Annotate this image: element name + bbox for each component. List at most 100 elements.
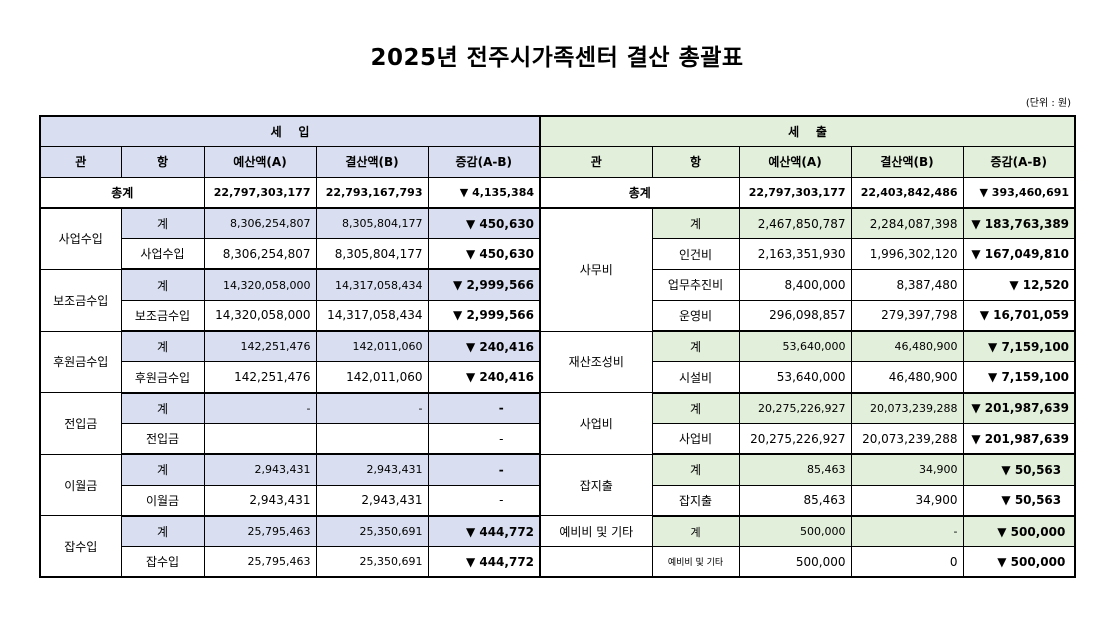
expense-budget: 2,467,850,787 bbox=[738, 207, 852, 240]
column-header-row: 관 항 예산액(A) 결산액(B) 증감(A-B) 관 항 예산액(A) 결산액… bbox=[39, 146, 1076, 178]
expense-budget: 85,463 bbox=[738, 453, 852, 486]
expense-col-hang: 항 bbox=[651, 146, 740, 178]
income-budget: 25,795,463 bbox=[203, 515, 317, 548]
total-row: 총계 22,797,303,177 22,793,167,793 ▼ 4,135… bbox=[39, 176, 1076, 209]
expense-settled: - bbox=[850, 515, 964, 548]
income-col-diff: 증감(A-B) bbox=[427, 146, 541, 178]
income-settled: 8,305,804,177 bbox=[315, 238, 429, 271]
income-settled: 142,011,060 bbox=[315, 361, 429, 394]
income-total-settled: 22,793,167,793 bbox=[315, 176, 429, 209]
income-diff: ▼ 444,772 bbox=[427, 546, 541, 578]
expense-total-diff: ▼ 393,460,691 bbox=[962, 176, 1076, 209]
income-hang: 계 bbox=[120, 453, 205, 486]
income-gwan: 사업수입 bbox=[39, 207, 122, 270]
table-row: 잡수입 계 25,795,463 25,350,691 ▼ 444,772 예비… bbox=[39, 515, 1076, 578]
income-settled: 25,350,691 bbox=[315, 515, 429, 548]
expense-col-diff: 증감(A-B) bbox=[962, 146, 1076, 178]
table-row: 후원금수입 142,251,476 142,011,060 ▼ 240,416 … bbox=[40, 361, 1076, 394]
expense-col-budget: 예산액(A) bbox=[738, 146, 852, 178]
expense-settled: 46,480,900 bbox=[850, 361, 964, 394]
income-gwan: 후원금수입 bbox=[39, 330, 122, 394]
expense-hang: 계 bbox=[651, 207, 740, 240]
expense-settled: 46,480,900 bbox=[850, 330, 964, 363]
expense-gwan: 재산조성비 bbox=[539, 330, 653, 394]
expense-budget: 20,275,226,927 bbox=[738, 422, 852, 456]
table-row: 사업수입 8,306,254,807 8,305,804,177 ▼ 450,6… bbox=[40, 238, 1076, 271]
income-hang: 계 bbox=[120, 330, 205, 363]
income-settled: 14,317,058,434 bbox=[315, 299, 429, 333]
income-gwan: 전입금 bbox=[39, 392, 122, 455]
expense-hang: 계 bbox=[651, 330, 740, 363]
expense-settled: 2,284,087,398 bbox=[850, 207, 964, 240]
expense-hang: 계 bbox=[651, 453, 740, 486]
section-header-row: 세 입 세 출 bbox=[39, 115, 1076, 148]
expense-settled: 20,073,239,288 bbox=[850, 422, 964, 456]
income-hang: 계 bbox=[120, 392, 205, 424]
income-total-diff: ▼ 4,135,384 bbox=[427, 176, 541, 209]
expense-gwan bbox=[539, 546, 653, 578]
income-budget: - bbox=[203, 392, 317, 424]
income-diff: ▼ 2,999,566 bbox=[427, 268, 541, 301]
expense-budget: 53,640,000 bbox=[738, 330, 852, 363]
income-settled: 2,943,431 bbox=[315, 453, 429, 486]
expense-budget: 2,163,351,930 bbox=[738, 238, 852, 270]
expense-diff: ▼ 167,049,810 bbox=[962, 238, 1076, 270]
income-gwan: 이월금 bbox=[39, 453, 122, 517]
expense-settled: 1,996,302,120 bbox=[850, 238, 964, 270]
income-hang: 잡수입 bbox=[120, 546, 205, 578]
income-col-hang: 항 bbox=[120, 146, 205, 178]
expense-diff: ▼ 50,563 bbox=[962, 453, 1076, 486]
expense-diff: ▼ 201,987,639 bbox=[962, 422, 1076, 456]
summary-table: 세 입 세 출 관 항 예산액(A) 결산액(B) 증감(A-B) 관 항 예산… bbox=[39, 115, 1077, 579]
page-title: 2025년 전주시가족센터 결산 총괄표 bbox=[370, 45, 744, 71]
income-settled: - bbox=[315, 392, 429, 424]
income-settled: 14,317,058,434 bbox=[315, 268, 429, 301]
expense-budget: 500,000 bbox=[738, 546, 852, 578]
income-diff: - bbox=[427, 422, 541, 456]
income-hang: 이월금 bbox=[120, 484, 205, 517]
income-budget: 8,306,254,807 bbox=[203, 207, 317, 240]
table-row: 이월금 2,943,431 2,943,431 - 잡지출 85,463 34,… bbox=[40, 484, 1076, 517]
table-row: 전입금 계 - - - 사업비 계 20,275,226,927 20,073,… bbox=[39, 392, 1076, 455]
income-diff: ▼ 450,630 bbox=[427, 207, 541, 240]
income-col-gwan: 관 bbox=[39, 146, 122, 178]
income-budget: 8,306,254,807 bbox=[203, 238, 317, 271]
expense-hang: 계 bbox=[651, 392, 740, 424]
income-diff: - bbox=[427, 453, 541, 486]
expense-diff: ▼ 7,159,100 bbox=[962, 361, 1076, 394]
income-col-budget: 예산액(A) bbox=[203, 146, 317, 178]
income-hang: 계 bbox=[120, 268, 205, 301]
income-diff: - bbox=[427, 484, 541, 517]
expense-budget: 53,640,000 bbox=[738, 361, 852, 394]
expense-diff: ▼ 50,563 bbox=[962, 484, 1076, 517]
income-hang: 후원금수입 bbox=[120, 361, 205, 394]
income-diff: ▼ 450,630 bbox=[427, 238, 541, 271]
income-settled bbox=[315, 422, 429, 456]
income-hang: 전입금 bbox=[120, 422, 205, 456]
income-diff: - bbox=[427, 392, 541, 424]
expense-hang: 시설비 bbox=[651, 361, 740, 394]
expense-diff: ▼ 12,520 bbox=[962, 268, 1076, 301]
expense-gwan: 예비비 및 기타 bbox=[539, 515, 653, 548]
expense-hang: 계 bbox=[651, 515, 740, 548]
expense-settled: 34,900 bbox=[850, 453, 964, 486]
expense-settled: 0 bbox=[850, 546, 964, 578]
expense-budget: 296,098,857 bbox=[738, 299, 852, 333]
expense-total-settled: 22,403,842,486 bbox=[850, 176, 964, 209]
expense-diff: ▼ 500,000 bbox=[962, 515, 1076, 548]
expense-gwan: 사업비 bbox=[539, 392, 653, 455]
expense-gwan: 잡지출 bbox=[539, 453, 653, 517]
income-gwan: 잡수입 bbox=[39, 515, 122, 578]
expense-col-gwan: 관 bbox=[539, 146, 653, 178]
income-hang: 계 bbox=[120, 207, 205, 240]
expense-budget: 20,275,226,927 bbox=[738, 392, 852, 424]
income-diff: ▼ 444,772 bbox=[427, 515, 541, 548]
expense-hang: 예비비 및 기타 bbox=[651, 546, 740, 578]
expense-diff: ▼ 201,987,639 bbox=[962, 392, 1076, 424]
table-row: 잡수입 25,795,463 25,350,691 ▼ 444,772 예비비 … bbox=[40, 546, 1076, 578]
income-settled: 25,350,691 bbox=[315, 546, 429, 578]
income-hang: 계 bbox=[120, 515, 205, 548]
table-row: 전입금 - 사업비 20,275,226,927 20,073,239,288 … bbox=[40, 422, 1076, 456]
income-budget: 14,320,058,000 bbox=[203, 268, 317, 301]
table-row: 이월금 계 2,943,431 2,943,431 - 잡지출 계 85,463… bbox=[39, 453, 1076, 517]
